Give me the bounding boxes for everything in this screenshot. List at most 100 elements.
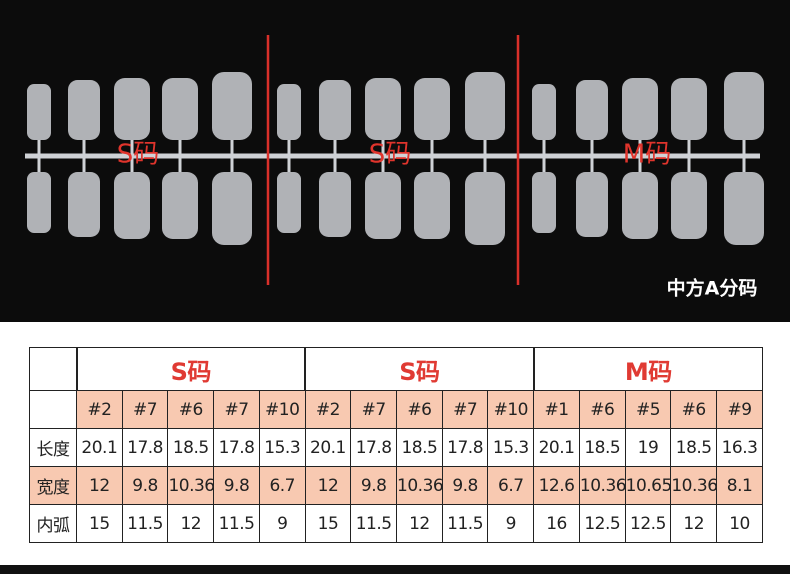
table-cell: 17.8 [121,428,169,467]
table-cell: 11.5 [441,504,489,543]
nail-tip [68,80,100,140]
table-cell: 18.5 [396,428,443,467]
table-cell: 12.5 [624,504,672,543]
table-cell: #9 [716,390,763,429]
table-cell [29,347,77,391]
table-cell: 10 [716,504,763,543]
table-cell: 18.5 [670,428,718,467]
table-row: #2 #7 #6 #7 #10 #2 #7 #6 #7 #10 #1 #6 #5 #6 #9 [29,390,763,429]
table-cell: #7 [441,390,489,429]
table-cell: 9 [487,504,535,543]
table-cell: 12.5 [578,504,626,543]
nail-tip [319,80,351,140]
table-cell: 18.5 [578,428,626,467]
table-cell: 6.7 [258,466,306,505]
table-cell: 20.1 [533,428,580,467]
caption: 中方A分码 [667,277,758,300]
nail-tip [724,172,764,245]
table-cell: 15 [76,504,123,543]
table-cell: 19 [624,428,672,467]
table-cell: 17.8 [441,428,489,467]
nail-tip [365,172,401,239]
table-cell: 11.5 [213,504,260,543]
table-cell: #7 [350,390,398,429]
table-cell: 11.5 [121,504,169,543]
nail-tip [114,78,150,140]
nail-tip [212,72,252,140]
table-cell: 15.3 [487,428,535,467]
table-cell: 10.36 [578,466,627,505]
nail-tip [365,78,401,140]
table-cell: 宽度 [29,466,77,505]
table-cell: 12 [304,466,352,505]
table-cell: 10.36 [396,466,444,505]
table-cell: 15.3 [258,428,306,467]
nail-tip [465,172,505,245]
nail-tip [671,172,707,239]
table-cell: 长度 [29,428,77,467]
table-cell: #6 [578,390,626,429]
nail-tip [68,172,100,237]
table-cell: S码 [75,347,306,391]
nail-tip [162,78,198,140]
table-cell: #2 [304,390,352,429]
nail-tip [27,84,51,140]
size-label: M码 [623,140,671,170]
nail-tip [576,80,608,140]
table-cell: 18.5 [167,428,215,467]
table-cell: 12.6 [533,466,580,505]
nail-tip [532,172,556,233]
table-cell: #7 [121,390,169,429]
nail-tip [465,72,505,140]
table-row: S码 S码 M码 [29,347,763,391]
nail-tip [319,172,351,237]
table-cell: 17.8 [213,428,260,467]
nail-tip [414,172,450,239]
nail-tip [114,172,150,239]
table-cell: S码 [304,347,535,391]
table-cell: 10.36 [167,466,215,505]
table-cell: 9.8 [213,466,260,505]
table-cell: #6 [670,390,718,429]
nail-tip [622,172,658,239]
nail-tip [277,172,301,233]
table-cell: #10 [487,390,535,429]
nail-photo: S码 S码 M码 中方A分码 [0,0,790,322]
nail-tip [212,172,252,245]
table-cell: 12 [670,504,718,543]
table-cell: M码 [532,347,763,391]
table-cell: 6.7 [487,466,535,505]
table-cell: 16 [533,504,580,543]
table-cell: 10.36 [670,466,718,505]
nail-tip [27,172,51,233]
table-cell: 12 [76,466,123,505]
nail-tip [277,84,301,140]
table-row: 长度 20.1 17.8 18.5 17.8 15.3 20.1 17.8 18.5 17.8 15… [29,428,763,467]
nail-tip [532,84,556,140]
table-row: 宽度 12 9.8 10.36 9.8 6.7 12 9.8 10.36 9.8 6.7 12.6 10… [29,466,763,505]
table-cell: 17.8 [350,428,398,467]
nail-tip [724,72,764,140]
nail-tip [414,78,450,140]
size-label: S码 [369,140,412,170]
table-cell: 20.1 [304,428,352,467]
nail-tip [576,172,608,237]
table-cell: 12 [167,504,215,543]
table-cell: #10 [258,390,306,429]
size-table: S码 S码 M码 #2 #7 #6 #7 #10 #2 #7 #6 #7 #10 #1 #6 #5 #6 #9 长度… [29,347,763,543]
table-cell: 16.3 [716,428,763,467]
table-cell: 15 [304,504,352,543]
nail-tip [622,78,658,140]
table-cell [29,390,77,429]
table-cell: #6 [396,390,443,429]
bottom-bar [0,565,790,574]
table-cell: #6 [167,390,215,429]
table-cell: #5 [624,390,672,429]
table-cell: 9.8 [350,466,398,505]
table-cell: 内弧 [29,504,77,543]
table-cell: #2 [76,390,123,429]
table-cell: #1 [533,390,580,429]
table-cell: 8.1 [716,466,763,505]
table-cell: 11.5 [350,504,398,543]
